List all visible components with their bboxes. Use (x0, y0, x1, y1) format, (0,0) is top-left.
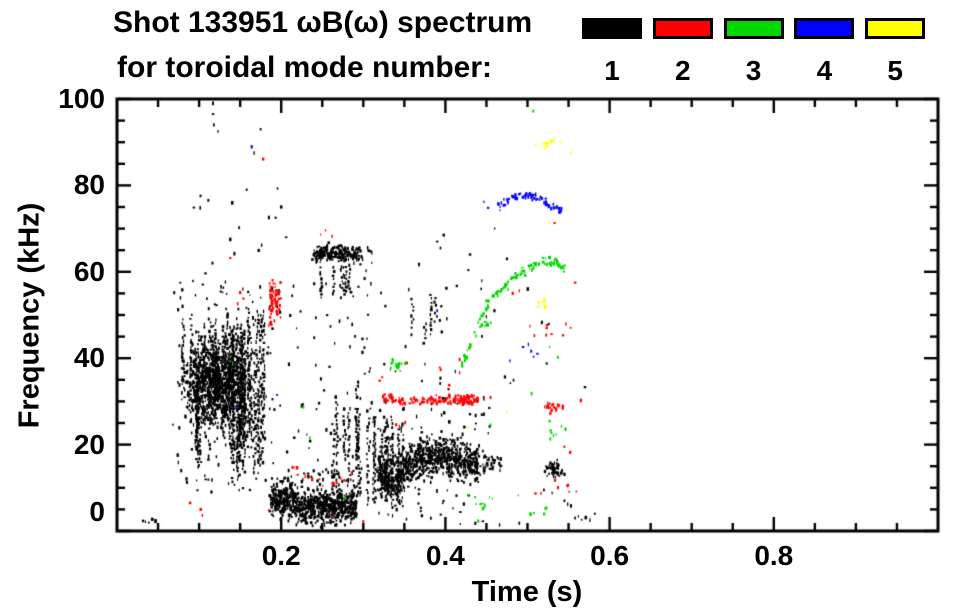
legend-swatch-mode-2 (652, 18, 713, 39)
legend-swatch-mode-1 (582, 18, 642, 39)
y-tick-label-20: 20 (73, 428, 105, 460)
x-tick-label-0.8: 0.8 (754, 540, 794, 571)
y-tick-label-80: 80 (73, 169, 105, 201)
legend-swatch-mode-5 (865, 18, 926, 39)
legend-mode-number-3: 3 (745, 55, 762, 86)
legend-mode-number-1: 1 (604, 55, 620, 86)
x-tick-label-0.6: 0.6 (590, 540, 630, 571)
y-tick-label-0: 0 (89, 496, 105, 527)
y-tick-label-40: 40 (73, 342, 105, 374)
y-axis-label: Frequency (kHz) (8, 99, 52, 531)
legend-mode-number-2: 2 (675, 55, 691, 86)
x-axis-label: Time (s) (471, 576, 583, 608)
legend-mode-number-5: 5 (887, 55, 903, 86)
y-tick-label-60: 60 (73, 255, 105, 287)
legend-swatch-mode-3 (723, 18, 784, 39)
y-tick-label-100: 100 (58, 83, 105, 114)
y-axis-label-text: Frequency (kHz) (13, 202, 46, 428)
plot-title-line2: for toroidal mode number: (117, 51, 492, 84)
legend-swatch-mode-4 (794, 18, 855, 39)
legend-mode-number-4: 4 (816, 55, 833, 86)
x-tick-label-0.2: 0.2 (261, 540, 301, 571)
plot-title-line1: Shot 133951 ωB(ω) spectrum (113, 6, 533, 39)
x-tick-label-0.4: 0.4 (425, 540, 465, 571)
